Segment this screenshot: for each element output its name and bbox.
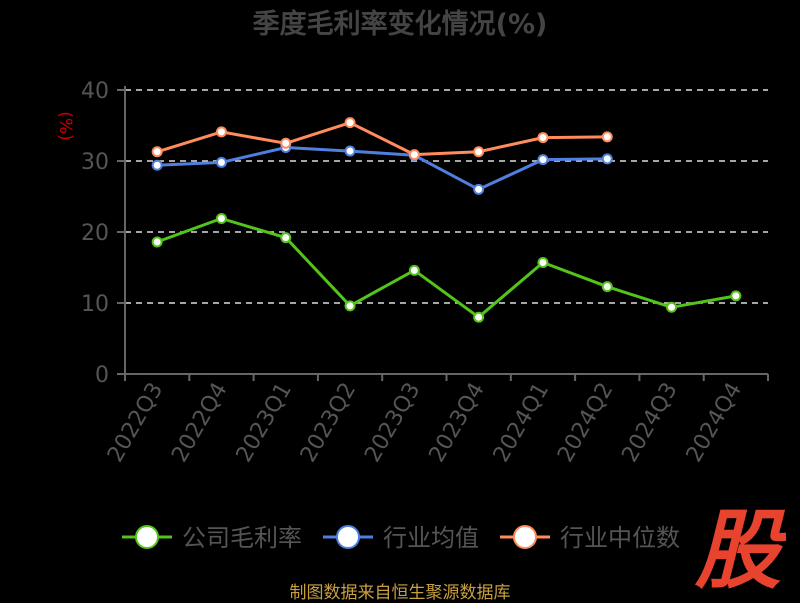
data-point: [215, 213, 227, 225]
data-point: [151, 236, 163, 248]
data-point: [601, 131, 613, 143]
x-tick-label: 2024Q3: [617, 379, 682, 467]
data-point: [215, 156, 227, 168]
data-point: [601, 153, 613, 165]
series-0: [151, 213, 742, 323]
y-axis-label: (%): [55, 111, 75, 140]
x-tick-label: 2023Q3: [360, 379, 425, 467]
data-point: [537, 257, 549, 269]
legend-label: 行业中位数: [560, 524, 680, 552]
gu-logo-icon: 股: [694, 501, 786, 592]
y-tick-label: 10: [81, 292, 109, 317]
data-point: [280, 232, 292, 244]
data-point: [473, 146, 485, 158]
series-1: [151, 142, 613, 195]
data-point: [344, 145, 356, 157]
series-line: [156, 217, 737, 319]
data-point: [730, 290, 742, 302]
series-2: [151, 117, 613, 161]
data-source-footer: 制图数据来自恒生聚源数据库: [289, 583, 511, 603]
legend-item-0: 公司毛利率: [122, 524, 302, 552]
data-point: [473, 183, 485, 195]
data-point: [408, 149, 420, 161]
legend-item-1: 行业均值: [323, 524, 479, 552]
grid-lines: [125, 89, 768, 304]
legend-item-2: 行业中位数: [500, 524, 680, 552]
legend-marker: [513, 525, 537, 549]
x-tick-label: 2022Q3: [103, 379, 168, 467]
data-point: [344, 117, 356, 129]
logo-text: 股: [694, 501, 786, 592]
x-tick-label: 2024Q1: [489, 379, 554, 467]
data-point: [344, 300, 356, 312]
x-tick-label: 2024Q4: [682, 379, 747, 467]
chart-title: 季度毛利率变化情况(%): [253, 8, 548, 40]
legend-label: 公司毛利率: [182, 524, 302, 552]
legend-marker: [135, 525, 159, 549]
x-tick-label: 2022Q4: [167, 379, 232, 467]
y-tick-label: 40: [81, 79, 109, 104]
x-tick-label: 2024Q2: [553, 379, 618, 467]
data-point: [473, 311, 485, 323]
series-layer: [151, 117, 742, 323]
y-tick-label: 0: [95, 363, 109, 388]
y-tick-label: 30: [81, 150, 109, 175]
y-tick-label: 20: [81, 221, 109, 246]
data-point: [280, 137, 292, 149]
data-point: [151, 159, 163, 171]
series-line: [156, 121, 608, 157]
data-point: [666, 301, 678, 313]
data-point: [537, 154, 549, 166]
data-point: [537, 132, 549, 144]
data-point: [408, 264, 420, 276]
data-point: [601, 281, 613, 293]
legend: 公司毛利率 行业均值 行业中位数: [122, 524, 680, 552]
axes: 0102030402022Q32022Q42023Q12023Q22023Q32…: [81, 79, 769, 467]
legend-label: 行业均值: [383, 524, 479, 552]
x-tick-label: 2023Q4: [425, 379, 490, 467]
data-point: [151, 146, 163, 158]
data-point: [215, 126, 227, 138]
legend-marker: [336, 525, 360, 549]
series-line: [157, 146, 608, 191]
x-tick-label: 2023Q1: [232, 379, 297, 467]
x-tick-label: 2023Q2: [296, 379, 361, 467]
